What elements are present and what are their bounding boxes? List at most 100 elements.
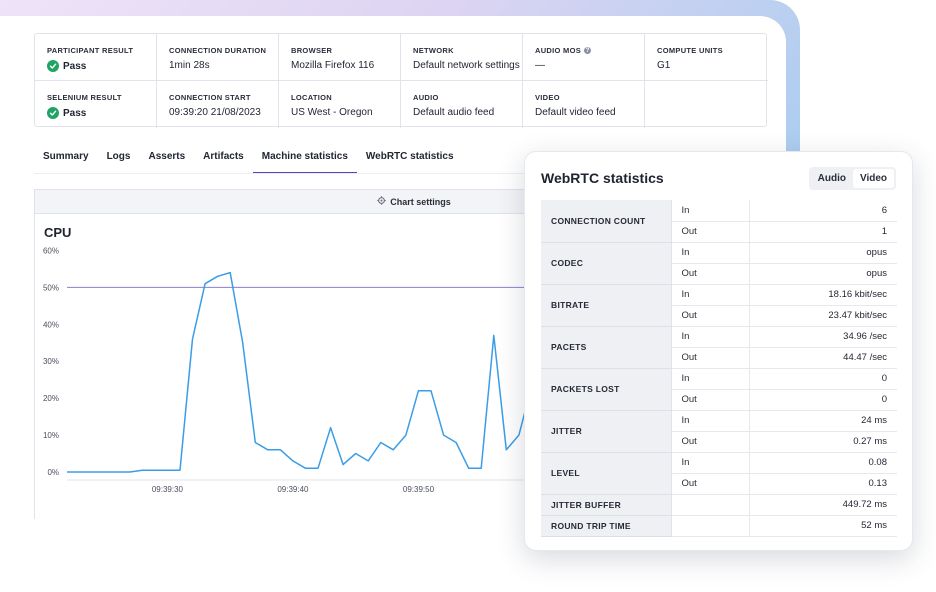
direction-label: In	[671, 368, 750, 390]
connection-start-cell: CONNECTION START 09:39:20 21/08/2023	[157, 81, 279, 128]
stat-value: 0.08	[749, 452, 897, 474]
webrtc-stats-table: CONNECTION COUNT In 6 Out 1 CODEC In opus Out opu…	[541, 200, 897, 537]
cell-label: SELENIUM RESULT	[47, 93, 122, 102]
stats-row: JITTER In 24 ms	[541, 410, 897, 453]
stats-row: Out 0.27 ms	[541, 431, 897, 453]
toggle-audio-button[interactable]: Audio	[817, 173, 846, 184]
direction-label	[671, 494, 750, 516]
cell-label: BROWSER	[291, 46, 333, 55]
y-tick-label: 30%	[43, 357, 59, 366]
y-tick-label: 10%	[43, 431, 59, 440]
stat-value: 0	[749, 368, 897, 390]
metric-label: JITTER	[541, 410, 672, 453]
audio-mos-value: —	[535, 60, 545, 71]
toggle-video-button[interactable]: Video	[852, 169, 894, 188]
stats-row: CONNECTION COUNT In 6	[541, 200, 897, 243]
tab-artifacts[interactable]: Artifacts	[203, 151, 244, 162]
compute-units-cell: COMPUTE UNITS G1	[645, 34, 768, 81]
info-icon[interactable]: ?	[584, 47, 592, 54]
location-cell: LOCATION US West - Oregon	[279, 81, 401, 128]
stats-row: Out 1	[541, 221, 897, 243]
stat-value: 449.72 ms	[749, 494, 897, 516]
participant-result-cell: PARTICIPANT RESULT Pass	[35, 34, 157, 81]
stat-value: 34.96 /sec	[749, 326, 897, 348]
cell-label: COMPUTE UNITS	[657, 46, 723, 55]
stats-row: LEVEL In 0.08	[541, 452, 897, 495]
direction-label: In	[671, 284, 750, 306]
direction-label: In	[671, 326, 750, 348]
direction-label: Out	[671, 263, 750, 285]
cell-label: CONNECTION DURATION	[169, 46, 267, 55]
metric-label: ROUND TRIP TIME	[541, 515, 672, 537]
selenium-result-cell: SELENIUM RESULT Pass	[35, 81, 157, 128]
direction-label: Out	[671, 473, 750, 495]
y-tick-label: 60%	[43, 246, 59, 255]
audio-cell: AUDIO Default audio feed	[401, 81, 523, 128]
network-cell: NETWORK Default network settings	[401, 34, 523, 81]
direction-label: Out	[671, 431, 750, 453]
stats-row: CODEC In opus	[541, 242, 897, 285]
connection-duration-cell: CONNECTION DURATION 1min 28s	[157, 34, 279, 81]
check-icon	[47, 107, 59, 119]
direction-label: In	[671, 242, 750, 264]
tab-asserts[interactable]: Asserts	[148, 151, 186, 162]
metric-label: CONNECTION COUNT	[541, 200, 672, 243]
cell-label: CONNECTION START	[169, 93, 251, 102]
direction-label: Out	[671, 389, 750, 411]
x-tick-label: 09:39:50	[403, 485, 435, 494]
direction-label: In	[671, 452, 750, 474]
summary-grid: PARTICIPANT RESULT Pass CONNECTION DURAT…	[34, 33, 768, 128]
metric-label: CODEC	[541, 242, 672, 285]
video-value: Default video feed	[535, 107, 616, 118]
browser-cell: BROWSER Mozilla Firefox 116	[279, 34, 401, 81]
audio-mos-cell: AUDIO MOS ? —	[523, 34, 645, 81]
cell-label: AUDIO MOS	[535, 46, 582, 55]
location-value: US West - Oregon	[291, 107, 373, 118]
stats-row: Out 0.13	[541, 473, 897, 495]
stat-value: 18.16 kbit/sec	[749, 284, 897, 306]
stats-row: Out 23.47 kbit/sec	[541, 305, 897, 327]
empty-cell	[645, 81, 768, 128]
stats-row: Out opus	[541, 263, 897, 285]
stats-row: JITTER BUFFER 449.72 ms	[541, 494, 897, 516]
metric-label: JITTER BUFFER	[541, 494, 672, 516]
chart-title: CPU	[44, 225, 72, 240]
stat-value: 52 ms	[749, 515, 897, 537]
stats-row: Out 0	[541, 389, 897, 411]
cell-label: NETWORK	[413, 46, 454, 55]
direction-label	[671, 515, 750, 537]
chart-settings-button[interactable]: Chart settings	[377, 196, 451, 207]
y-tick-label: 50%	[43, 283, 59, 292]
tab-logs[interactable]: Logs	[106, 151, 131, 162]
stats-row: ROUND TRIP TIME 52 ms	[541, 515, 897, 537]
y-tick-label: 20%	[43, 394, 59, 403]
metric-label: BITRATE	[541, 284, 672, 327]
stat-value: 44.47 /sec	[749, 347, 897, 369]
tab-webrtc-statistics[interactable]: WebRTC statistics	[365, 151, 454, 162]
stat-value: 6	[749, 200, 897, 222]
webrtc-statistics-popup: WebRTC statistics Audio Video CONNECTION…	[524, 151, 913, 551]
video-cell: VIDEO Default video feed	[523, 81, 645, 128]
compute-units-value: G1	[657, 60, 671, 71]
chart-settings-label: Chart settings	[390, 196, 451, 207]
direction-label: Out	[671, 221, 750, 243]
stat-value: 1	[749, 221, 897, 243]
tab-machine-statistics[interactable]: Machine statistics	[252, 144, 357, 174]
direction-label: In	[671, 410, 750, 432]
stats-row: Out 44.47 /sec	[541, 347, 897, 369]
participant-result-value: Pass	[63, 60, 87, 72]
stat-value: 0.27 ms	[749, 431, 897, 453]
metric-label: PACETS	[541, 326, 672, 369]
stat-value: 0.13	[749, 473, 897, 495]
tab-summary[interactable]: Summary	[43, 151, 89, 162]
browser-value: Mozilla Firefox 116	[291, 60, 375, 71]
selenium-result-value: Pass	[63, 107, 87, 119]
cell-label: AUDIO	[413, 93, 439, 102]
stats-row: PACKETS LOST In 0	[541, 368, 897, 411]
connection-duration-value: 1min 28s	[169, 60, 210, 71]
tab-divider	[34, 173, 767, 174]
gear-icon	[377, 196, 386, 207]
x-tick-label: 09:39:40	[277, 485, 309, 494]
tab-bar: Summary Logs Asserts Artifacts Machine s…	[34, 144, 463, 174]
cell-label: LOCATION	[291, 93, 333, 102]
